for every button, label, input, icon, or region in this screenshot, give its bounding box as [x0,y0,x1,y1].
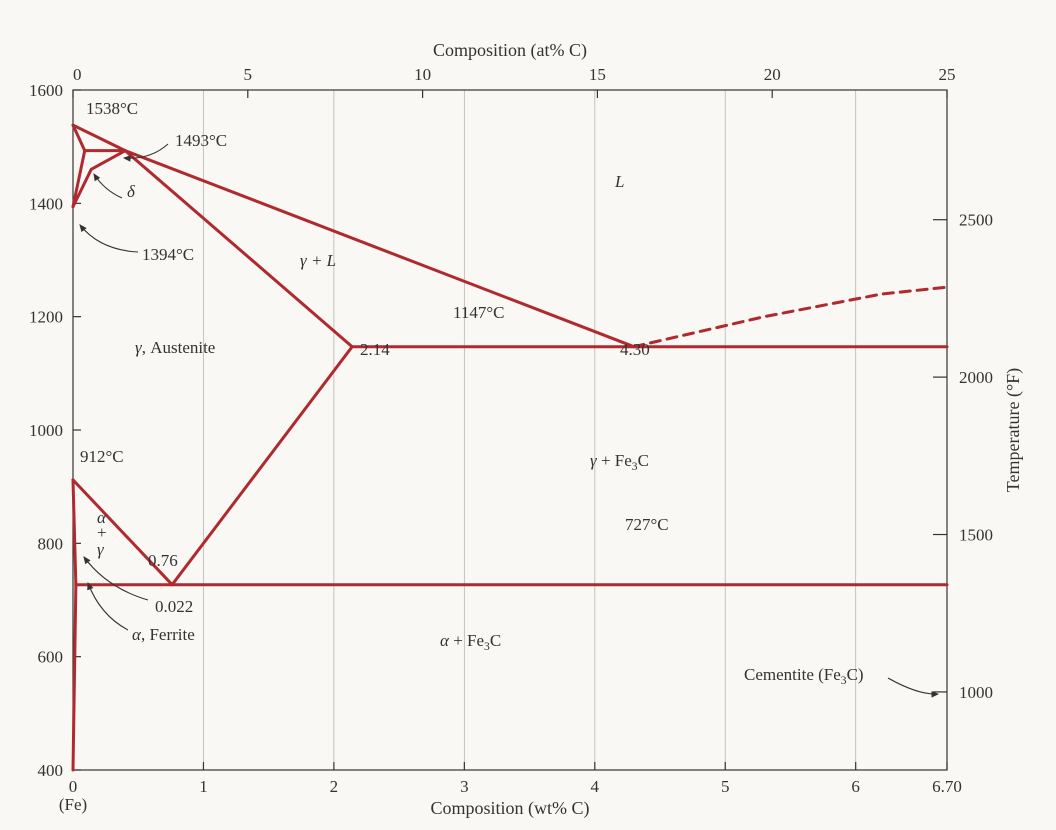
annotation: 4.30 [620,340,650,359]
annotation: 1493°C [175,131,227,150]
svg-text:2: 2 [330,777,339,796]
annotation: α + Fe3C [440,631,501,653]
annotation: 0.76 [148,551,178,570]
svg-text:4: 4 [591,777,600,796]
svg-text:15: 15 [589,65,606,84]
svg-text:600: 600 [38,648,64,667]
svg-text:6.70: 6.70 [932,777,962,796]
svg-text:Composition (at% C): Composition (at% C) [433,40,587,61]
svg-text:2000: 2000 [959,368,993,387]
annotation: γ + L [300,251,336,270]
annotation: 2.14 [360,340,390,359]
svg-text:0: 0 [69,777,78,796]
annotation: L [614,172,624,191]
svg-text:10: 10 [414,65,431,84]
svg-text:0: 0 [73,65,82,84]
svg-text:400: 400 [38,761,64,780]
svg-text:1600: 1600 [29,81,63,100]
svg-text:1400: 1400 [29,194,63,213]
annotation: δ [127,182,136,201]
svg-text:Composition (wt% C): Composition (wt% C) [430,798,589,819]
svg-text:2500: 2500 [959,211,993,230]
svg-text:1500: 1500 [959,526,993,545]
svg-text:1000: 1000 [29,421,63,440]
annotation: 1538°C [86,99,138,118]
annotation: α, Ferrite [132,625,195,644]
svg-text:6: 6 [851,777,860,796]
svg-text:800: 800 [38,534,64,553]
annotation: 1394°C [142,245,194,264]
annotation: γ + Fe3C [590,451,649,473]
svg-text:1000: 1000 [959,683,993,702]
annotation: 912°C [80,447,124,466]
annotation: 0.022 [155,597,193,616]
svg-text:25: 25 [939,65,956,84]
svg-text:Temperature (°F): Temperature (°F) [1003,368,1024,492]
annotation: 1147°C [453,303,505,322]
svg-text:1200: 1200 [29,308,63,327]
svg-text:3: 3 [460,777,469,796]
svg-text:5: 5 [721,777,730,796]
svg-text:1: 1 [199,777,208,796]
annotation: γ, Austenite [135,338,215,357]
svg-text:20: 20 [764,65,781,84]
annotation: Cementite (Fe3C) [744,665,864,687]
phase-diagram: 4006008001000120014001600100015002000250… [0,0,1056,830]
annotation: 727°C [625,515,669,534]
svg-text:5: 5 [244,65,253,84]
svg-text:(Fe): (Fe) [59,795,87,814]
